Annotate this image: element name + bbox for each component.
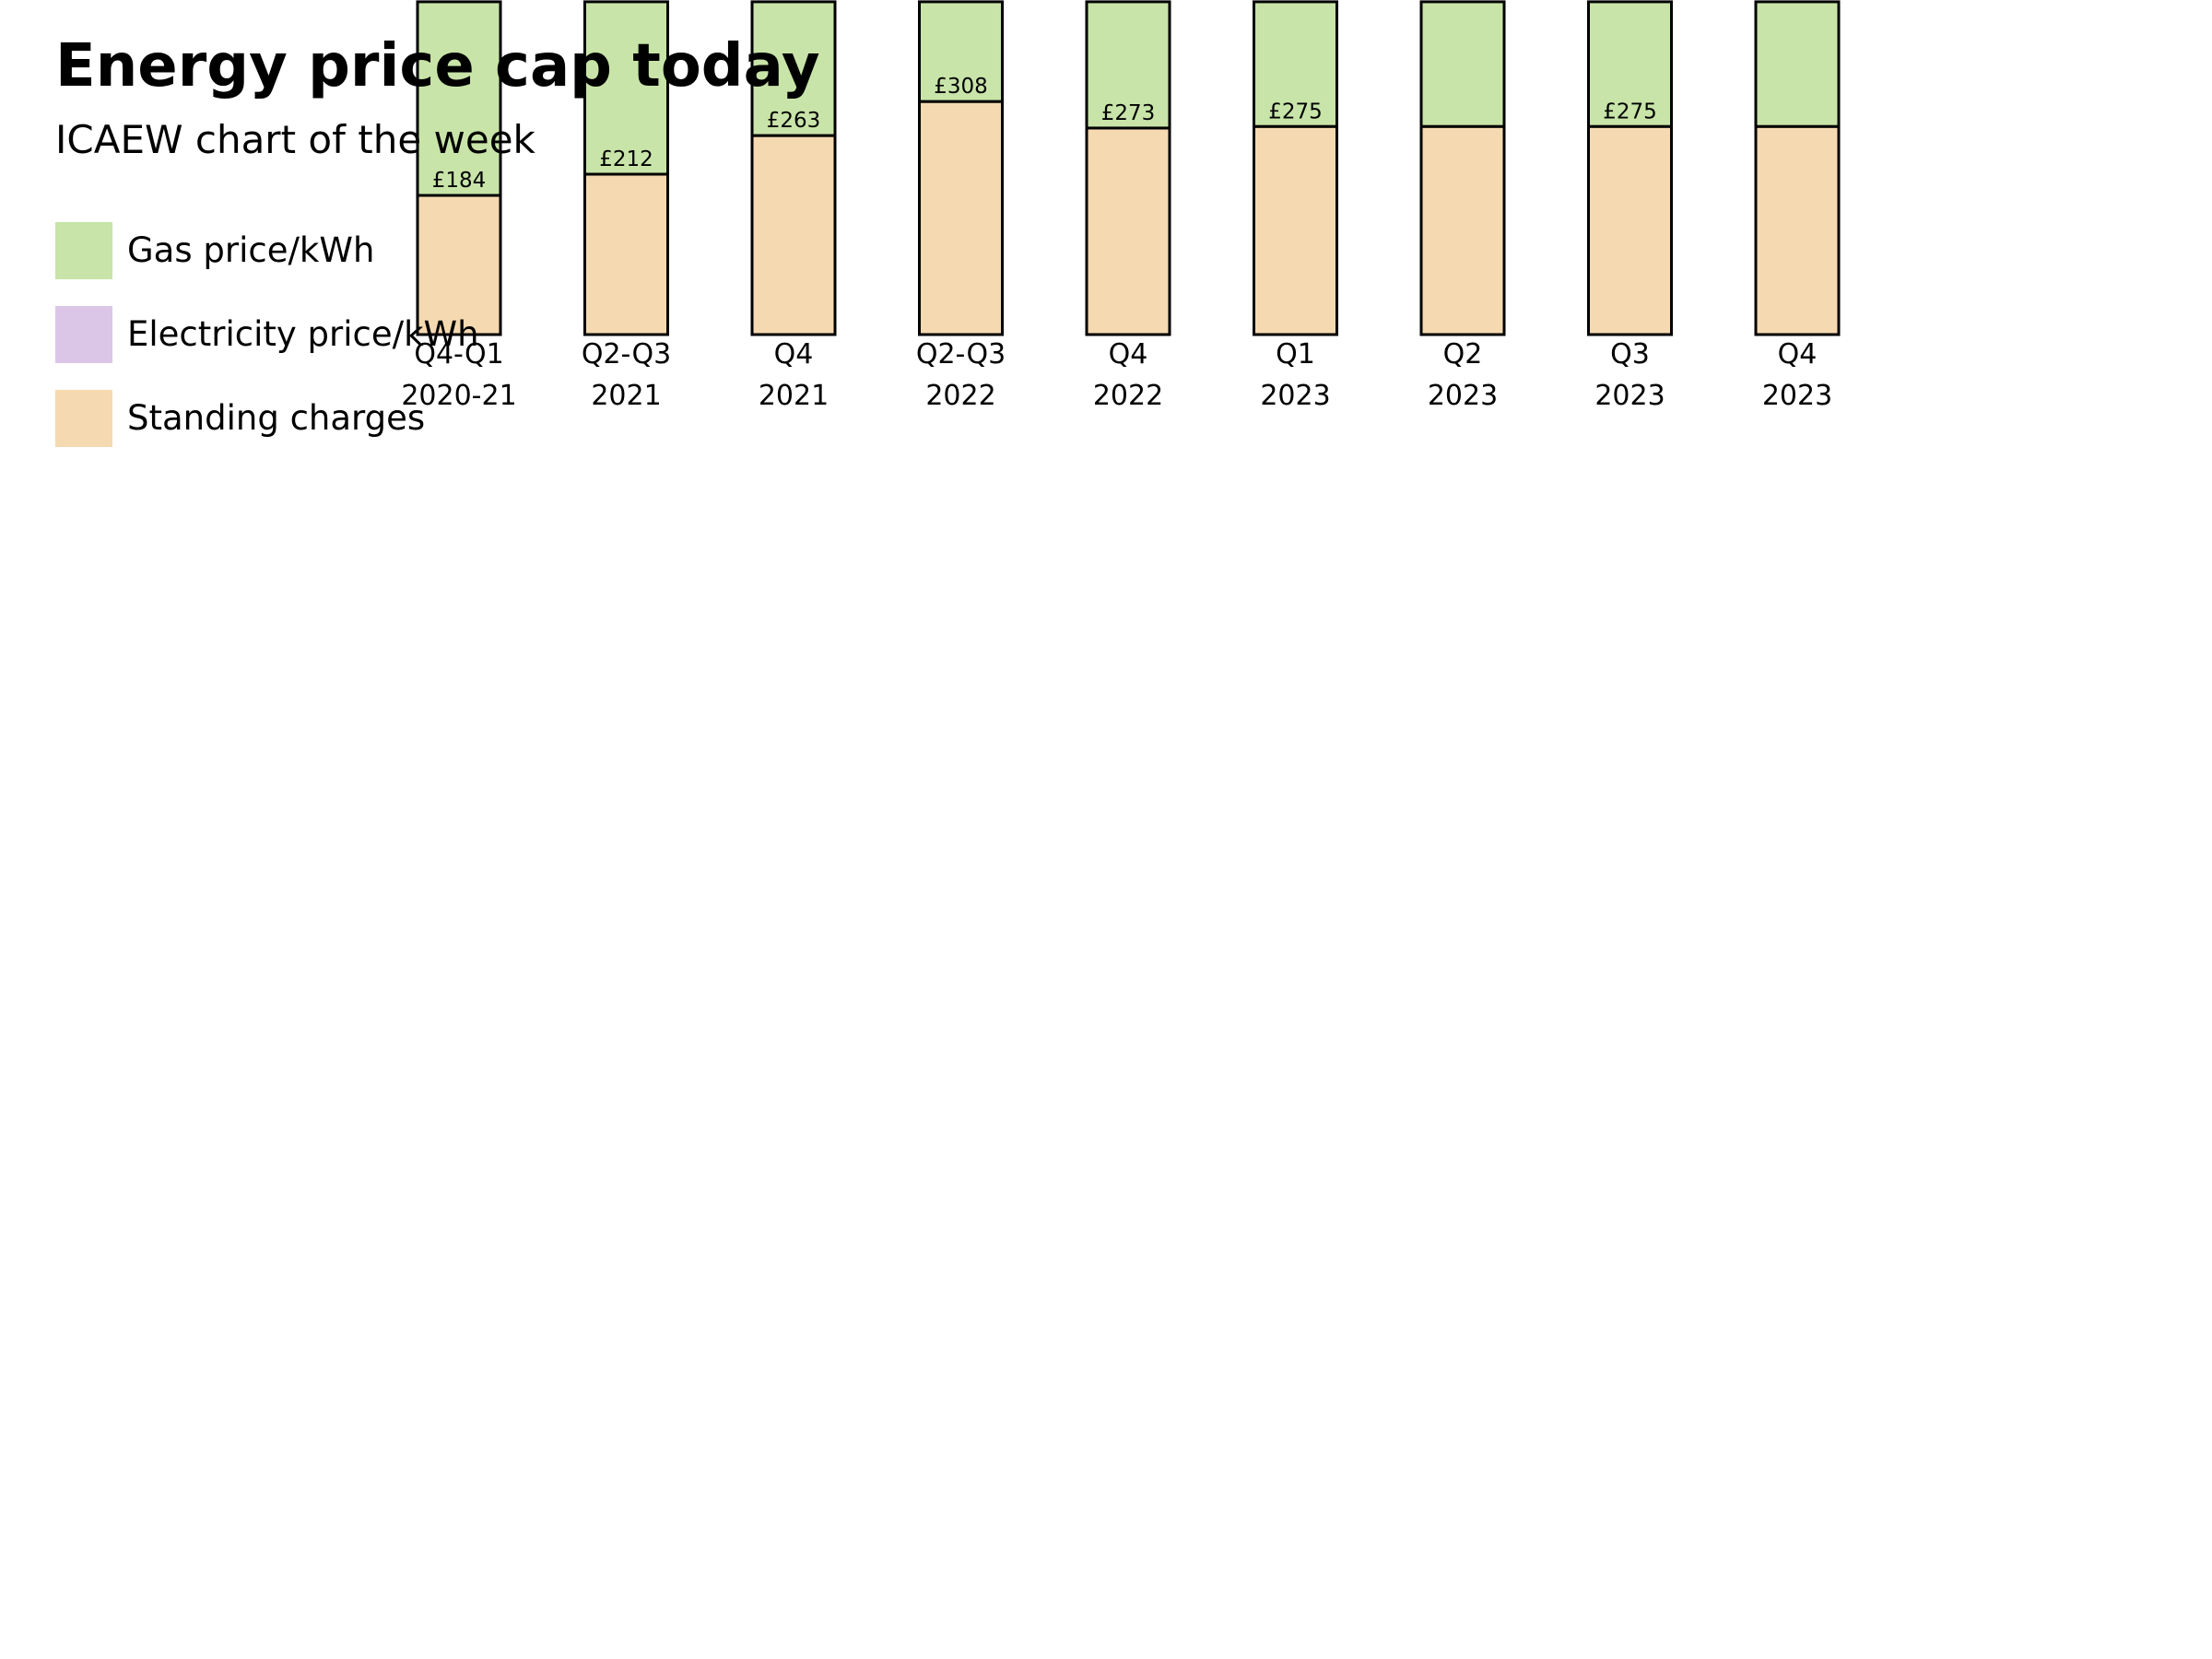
- bar-standing-6: [1419, 124, 1506, 336]
- data-label-4: £273: [1101, 101, 1156, 125]
- x-tick-label-6-1: 2023: [1428, 380, 1498, 412]
- x-tick-label-2-1: 2021: [759, 380, 829, 412]
- bar-standing-2: [750, 134, 837, 336]
- x-tick-label-7-1: 2023: [1594, 380, 1665, 412]
- data-label-7: £275: [1603, 100, 1657, 124]
- x-tick-label-0-1: 2020-21: [401, 380, 516, 412]
- bar-gas-6: [1419, 0, 1506, 128]
- x-tick-label-3-0: Q2-Q3: [916, 338, 1006, 371]
- bar-gas-7: [1587, 0, 1673, 128]
- x-tick-label-4-1: 2022: [1093, 380, 1163, 412]
- x-tick-label-5-1: 2023: [1260, 380, 1330, 412]
- legend-label-gas: Gas price/kWh: [127, 230, 375, 270]
- x-tick-label-8-1: 2023: [1762, 380, 1832, 412]
- data-label-3: £308: [934, 75, 988, 99]
- bar-gas-1: [583, 0, 669, 176]
- x-tick-label-5-0: Q1: [1276, 338, 1315, 371]
- x-tick-label-2-0: Q4: [774, 338, 814, 371]
- bar-standing-5: [1253, 124, 1338, 336]
- data-label-2: £263: [767, 109, 821, 133]
- bar-standing-3: [918, 100, 1004, 336]
- x-tick-label-1-1: 2021: [591, 380, 661, 412]
- bar-gas-3: [918, 0, 1004, 103]
- x-tick-label-1-0: Q2-Q3: [582, 338, 671, 371]
- bar-standing-7: [1587, 124, 1673, 336]
- legend-item-gas: Gas price/kWh: [55, 222, 374, 279]
- bar-standing-1: [583, 172, 669, 336]
- page-subtitle: ICAEW chart of the week: [55, 117, 535, 162]
- legend-swatch-standing: [55, 390, 112, 447]
- bar-gas-0: [416, 0, 502, 197]
- data-label-5: £275: [1268, 100, 1323, 124]
- x-tick-label-8-0: Q4: [1778, 338, 1818, 371]
- x-tick-label-4-0: Q4: [1109, 338, 1148, 371]
- bar-standing-4: [1085, 126, 1171, 336]
- legend-swatch-electricity: [55, 306, 112, 363]
- legend-label-electricity: Electricity price/kWh: [127, 314, 479, 354]
- legend-swatch-gas: [55, 222, 112, 279]
- data-label-0: £184: [432, 169, 487, 193]
- bar-standing-8: [1754, 124, 1841, 336]
- x-tick-label-6-0: Q2: [1443, 338, 1483, 371]
- legend-item-electricity: Electricity price/kWh: [55, 306, 479, 363]
- legend-label-standing: Standing charges: [127, 398, 426, 438]
- x-tick-label-7-0: Q3: [1610, 338, 1650, 371]
- legend-item-standing: Standing charges: [55, 390, 425, 447]
- bar-gas-5: [1253, 0, 1338, 128]
- bar-standing-0: [416, 194, 502, 336]
- bar-gas-8: [1754, 0, 1841, 128]
- page-title: Energy price cap today: [55, 32, 820, 100]
- x-tick-label-0-0: Q4-Q1: [414, 338, 503, 371]
- x-tick-label-3-1: 2022: [925, 380, 995, 412]
- data-label-1: £212: [599, 147, 653, 171]
